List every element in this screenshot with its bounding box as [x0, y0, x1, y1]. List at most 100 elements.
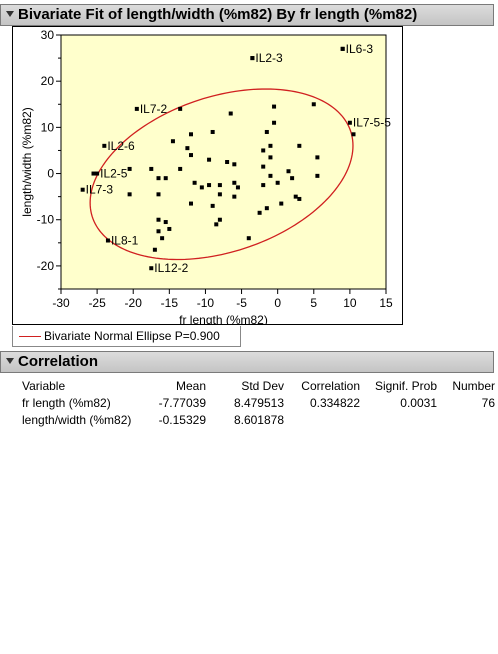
point-label: IL12-2 [154, 261, 188, 275]
labeled-data-point[interactable] [347, 120, 352, 125]
data-point[interactable] [232, 180, 237, 185]
data-point[interactable] [232, 162, 237, 167]
y-tick-label: 20 [41, 74, 55, 88]
data-point[interactable] [275, 180, 280, 185]
labeled-data-point[interactable] [340, 46, 345, 51]
data-point[interactable] [210, 203, 215, 208]
point-label: IL2-5 [100, 167, 128, 181]
data-point[interactable] [297, 143, 302, 148]
data-point[interactable] [170, 139, 175, 144]
labeled-data-point[interactable] [80, 187, 85, 192]
x-tick-label: -30 [52, 296, 70, 310]
data-point[interactable] [315, 173, 320, 178]
data-point[interactable] [156, 229, 161, 234]
data-point[interactable] [286, 169, 291, 174]
data-point[interactable] [185, 146, 190, 151]
data-point[interactable] [217, 217, 222, 222]
data-point[interactable] [261, 164, 266, 169]
row-correlation: 0.334822 [309, 395, 360, 410]
data-point[interactable] [152, 247, 157, 252]
data-point[interactable] [257, 210, 262, 215]
data-point[interactable] [217, 183, 222, 188]
fit-report-header[interactable]: Bivariate Fit of length/width (%m82) By … [0, 4, 494, 26]
y-tick-label: 0 [47, 167, 54, 181]
data-point[interactable] [279, 201, 284, 206]
data-point[interactable] [178, 106, 183, 111]
y-tick-label: 10 [41, 120, 55, 134]
data-point[interactable] [163, 176, 168, 181]
data-point[interactable] [199, 185, 204, 190]
point-label: IL2-3 [255, 51, 283, 65]
labeled-data-point[interactable] [134, 106, 139, 111]
data-point[interactable] [351, 132, 356, 137]
data-point[interactable] [261, 183, 266, 188]
data-point[interactable] [207, 183, 212, 188]
data-point[interactable] [268, 173, 273, 178]
correlation-title: Correlation [18, 353, 99, 370]
row-mean: -7.77039 [158, 395, 206, 410]
x-tick-label: -15 [161, 296, 179, 310]
point-label: IL6-3 [346, 42, 374, 56]
data-point[interactable] [217, 192, 222, 197]
table-row: length/width (%m82) -0.15329 8.601878 [22, 411, 495, 428]
data-point[interactable] [91, 171, 96, 176]
data-point[interactable] [189, 132, 193, 137]
labeled-data-point[interactable] [105, 238, 110, 243]
data-point[interactable] [178, 166, 183, 171]
data-point[interactable] [261, 148, 266, 153]
col-header-correlation: Correlation [301, 378, 360, 393]
labeled-data-point[interactable] [95, 171, 100, 176]
labeled-data-point[interactable] [149, 266, 154, 271]
data-point[interactable] [297, 196, 302, 201]
correlation-header[interactable]: Correlation [0, 351, 494, 373]
data-point[interactable] [235, 185, 240, 190]
data-point[interactable] [207, 157, 212, 162]
data-point[interactable] [272, 104, 277, 109]
data-point[interactable] [163, 220, 168, 225]
x-tick-label: -5 [236, 296, 247, 310]
point-label: IL2-6 [107, 139, 135, 153]
data-point[interactable] [315, 155, 320, 160]
ellipse-legend-label: Bivariate Normal Ellipse P=0.900 [44, 329, 220, 343]
row-correlation [284, 411, 360, 428]
data-point[interactable] [268, 155, 273, 160]
data-point[interactable] [214, 222, 219, 227]
data-point[interactable] [127, 192, 132, 197]
data-point[interactable] [189, 153, 193, 158]
x-tick-label: 0 [274, 296, 281, 310]
data-point[interactable] [189, 201, 193, 206]
data-point[interactable] [272, 120, 277, 125]
data-point[interactable] [156, 217, 161, 222]
labeled-data-point[interactable] [102, 143, 107, 148]
data-point[interactable] [149, 166, 154, 171]
plot-area [60, 34, 387, 290]
data-point[interactable] [210, 129, 215, 134]
row-variable: length/width (%m82) [22, 412, 132, 427]
data-point[interactable] [156, 192, 161, 197]
data-point[interactable] [311, 102, 316, 107]
row-mean: -0.15329 [158, 412, 206, 427]
labeled-data-point[interactable] [250, 56, 255, 61]
data-point[interactable] [160, 236, 165, 241]
col-header-mean: Mean [175, 378, 206, 393]
x-tick-label: -25 [88, 296, 106, 310]
data-point[interactable] [264, 129, 269, 134]
data-point[interactable] [293, 194, 298, 199]
disclosure-triangle-icon[interactable] [6, 358, 14, 365]
data-point[interactable] [225, 160, 230, 164]
point-label: IL7-3 [86, 183, 114, 197]
data-point[interactable] [192, 180, 197, 185]
data-point[interactable] [127, 166, 132, 171]
data-point[interactable] [167, 226, 172, 231]
table-row: fr length (%m82) -7.77039 8.479513 0.334… [22, 394, 495, 411]
data-point[interactable] [156, 176, 161, 181]
data-point[interactable] [264, 206, 269, 211]
data-point[interactable] [290, 176, 295, 181]
data-point[interactable] [268, 143, 273, 148]
data-point[interactable] [246, 236, 251, 241]
x-tick-label: 10 [343, 296, 357, 310]
data-point[interactable] [228, 111, 233, 116]
data-point[interactable] [232, 194, 237, 199]
correlation-table: Variable Mean Std Dev Correlation Signif… [22, 377, 495, 428]
disclosure-triangle-icon[interactable] [6, 11, 14, 18]
